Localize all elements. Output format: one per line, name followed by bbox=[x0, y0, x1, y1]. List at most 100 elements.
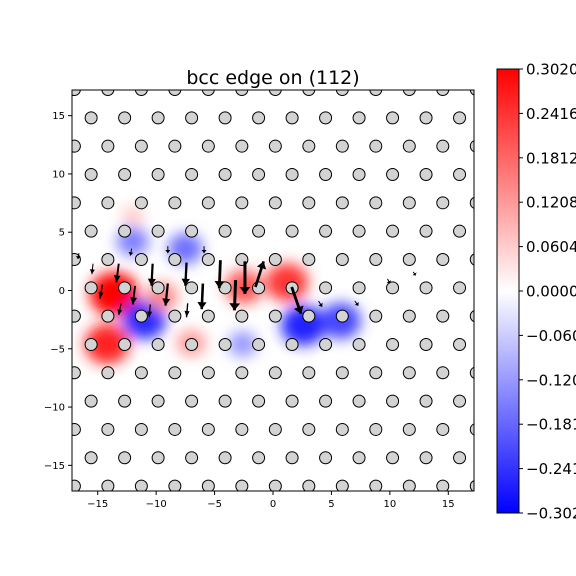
atom bbox=[201, 479, 215, 491]
atom bbox=[453, 394, 467, 408]
atom bbox=[84, 281, 98, 295]
x-tick-label: −10 bbox=[146, 499, 167, 510]
atom bbox=[268, 196, 282, 210]
colorbar-tick-label: 0.0000 bbox=[526, 283, 576, 301]
atom bbox=[469, 253, 474, 266]
atom bbox=[201, 139, 215, 153]
atom bbox=[84, 168, 98, 182]
atom-lattice bbox=[72, 90, 474, 491]
atom bbox=[402, 479, 416, 491]
atom bbox=[101, 139, 115, 153]
y-tick-label: 0 bbox=[59, 286, 65, 297]
colorbar: 0.3020 0.2416 0.1812 0.1208 0.0604 0.0000 −0.0… bbox=[496, 61, 576, 523]
atom bbox=[352, 111, 366, 125]
atom bbox=[168, 196, 182, 210]
atom bbox=[84, 337, 98, 351]
atom bbox=[402, 90, 416, 97]
x-tick-label: 10 bbox=[383, 499, 396, 510]
atom bbox=[168, 90, 182, 97]
atom bbox=[134, 139, 148, 153]
atom bbox=[151, 281, 165, 295]
atom bbox=[419, 394, 433, 408]
displacement-arrow bbox=[229, 279, 241, 311]
atom bbox=[335, 479, 349, 491]
arrow-head bbox=[113, 274, 121, 283]
atom bbox=[134, 422, 148, 436]
atom bbox=[419, 451, 433, 465]
displacement-arrow bbox=[412, 271, 417, 276]
arrow-head bbox=[130, 297, 137, 305]
displacement-arrow bbox=[147, 263, 156, 286]
arrow-head bbox=[165, 250, 171, 254]
arrow-head bbox=[98, 291, 104, 299]
arrow-head bbox=[214, 280, 225, 289]
atom bbox=[436, 366, 450, 380]
atom bbox=[302, 479, 316, 491]
x-axis: −15 −10 −5 0 5 10 15 bbox=[87, 491, 455, 510]
atom bbox=[252, 394, 266, 408]
atom bbox=[386, 168, 400, 182]
displacement-arrow bbox=[89, 263, 95, 275]
atom bbox=[84, 224, 98, 238]
displacement-arrow bbox=[354, 300, 359, 306]
atom bbox=[469, 140, 474, 153]
atom bbox=[285, 337, 299, 351]
atom bbox=[402, 139, 416, 153]
atom bbox=[252, 451, 266, 465]
arrow-head bbox=[75, 255, 81, 260]
atom bbox=[319, 451, 333, 465]
atom bbox=[235, 309, 249, 323]
y-tick-label: −15 bbox=[44, 461, 65, 472]
atom bbox=[453, 281, 467, 295]
atom bbox=[218, 168, 232, 182]
atom bbox=[235, 139, 249, 153]
field-lobe bbox=[84, 324, 130, 365]
atom bbox=[72, 139, 81, 153]
atom bbox=[369, 90, 383, 97]
atom bbox=[218, 337, 232, 351]
atom bbox=[319, 111, 333, 125]
displacement-arrow bbox=[184, 303, 190, 318]
colorbar-tick-label: 0.0604 bbox=[526, 238, 576, 256]
arrow-head bbox=[201, 250, 207, 254]
atom bbox=[386, 394, 400, 408]
atom bbox=[386, 111, 400, 125]
atom bbox=[134, 479, 148, 491]
displacement-arrow bbox=[254, 260, 267, 288]
atom bbox=[268, 309, 282, 323]
atom bbox=[369, 366, 383, 380]
atom bbox=[151, 224, 165, 238]
atom bbox=[151, 394, 165, 408]
atom bbox=[235, 90, 249, 97]
atom bbox=[252, 224, 266, 238]
atom bbox=[419, 168, 433, 182]
atom bbox=[285, 111, 299, 125]
atom bbox=[302, 196, 316, 210]
atom bbox=[436, 479, 450, 491]
atom bbox=[268, 90, 282, 97]
arrow-head bbox=[229, 303, 241, 311]
atom bbox=[72, 196, 81, 210]
atom bbox=[168, 479, 182, 491]
atom bbox=[134, 196, 148, 210]
atom bbox=[386, 337, 400, 351]
atom bbox=[134, 366, 148, 380]
atom bbox=[268, 139, 282, 153]
atom bbox=[84, 111, 98, 125]
x-tick-label: −15 bbox=[87, 499, 108, 510]
atom bbox=[101, 90, 115, 97]
atom bbox=[268, 479, 282, 491]
atom bbox=[285, 168, 299, 182]
colorbar-gradient bbox=[496, 68, 520, 514]
displacement-arrow bbox=[75, 253, 81, 260]
atom bbox=[352, 337, 366, 351]
atom bbox=[168, 139, 182, 153]
displacement-arrow bbox=[113, 263, 121, 283]
arrow-head bbox=[184, 310, 190, 318]
atom bbox=[72, 90, 81, 97]
atom bbox=[168, 366, 182, 380]
atom bbox=[319, 337, 333, 351]
atom bbox=[319, 224, 333, 238]
arrow-head bbox=[147, 278, 156, 286]
